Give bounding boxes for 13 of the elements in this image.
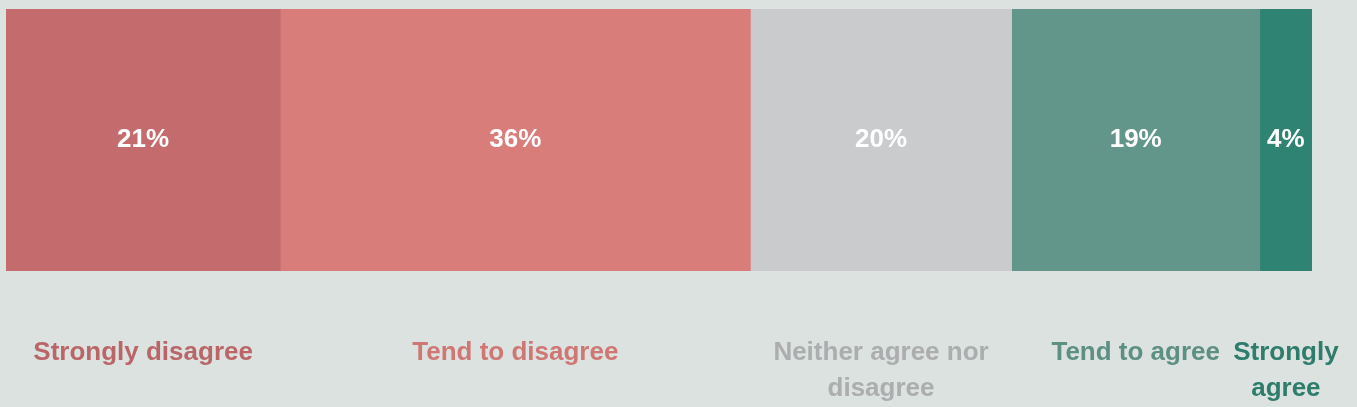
bar <box>1259 9 1312 271</box>
bar <box>1011 9 1261 271</box>
text: Strongly agree <box>1233 336 1340 403</box>
data-label: 19% <box>1109 123 1162 154</box>
data-label: 36% <box>489 123 542 154</box>
data-label: 4% <box>1267 123 1305 154</box>
text: Tend to disagree <box>412 336 619 367</box>
bar <box>6 9 281 271</box>
text: Strongly disagree <box>33 336 253 367</box>
bar <box>279 9 751 271</box>
data-label: 21% <box>117 123 170 154</box>
bar <box>750 9 1012 271</box>
text: Tend to agree <box>1051 336 1220 367</box>
